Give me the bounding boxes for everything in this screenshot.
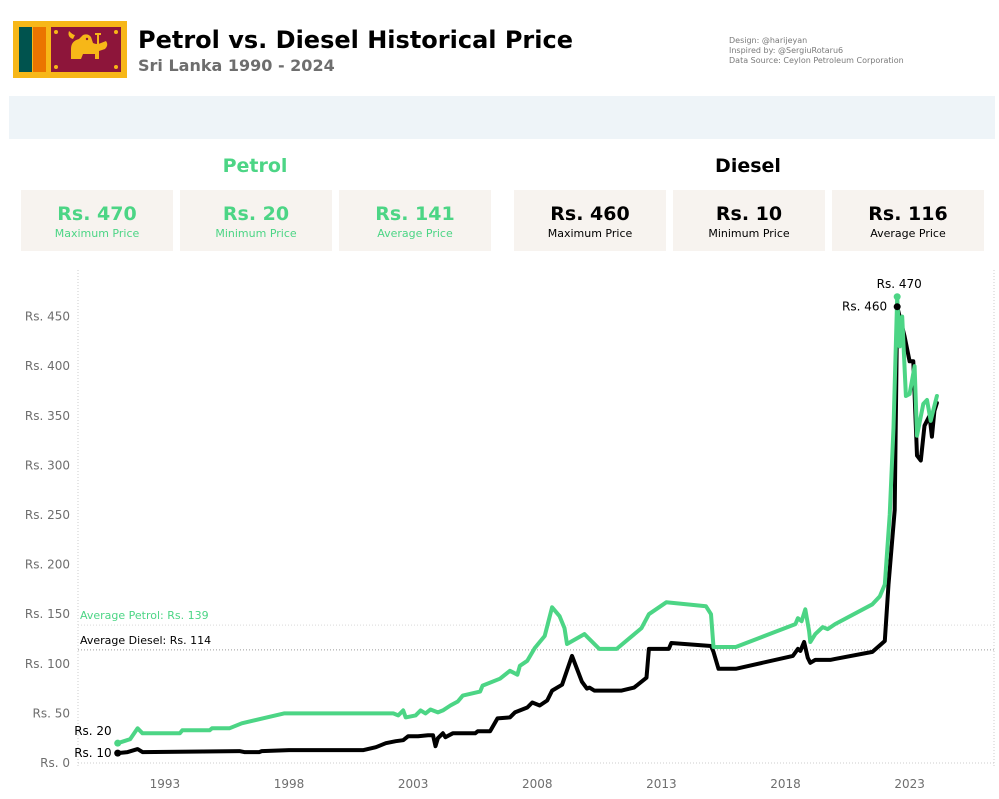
y-tick-label: Rs. 200 — [25, 558, 70, 572]
diesel-series-line — [115, 304, 939, 756]
petrol-max-value: Rs. 470 — [57, 203, 137, 225]
petrol-average-label: Average Petrol: Rs. 139 — [80, 609, 209, 622]
diesel-min-value: Rs. 10 — [715, 203, 783, 225]
petrol-min-card: Rs. 20 Minimum Price — [180, 190, 332, 251]
diesel-min-label: Minimum Price — [708, 227, 790, 240]
petrol-max-label: Maximum Price — [54, 227, 140, 240]
y-tick-label: Rs. 350 — [25, 409, 70, 423]
chart-subtitle: Sri Lanka 1990 - 2024 — [138, 56, 335, 75]
petrol-extreme-marker — [893, 293, 901, 301]
x-tick-label: 2023 — [894, 777, 925, 791]
x-tick-label: 1993 — [150, 777, 181, 791]
x-tick-label: 2008 — [522, 777, 553, 791]
diesel-avg-card: Rs. 116 Average Price — [832, 190, 984, 251]
chart-title: Petrol vs. Diesel Historical Price — [138, 26, 573, 54]
y-tick-label: Rs. 300 — [25, 458, 70, 472]
sri-lanka-flag-icon — [13, 21, 127, 78]
credit-design: Design: @harijeyan — [729, 36, 808, 45]
credits: Design: @harijeyan Inspired by: @SergiuR… — [729, 36, 904, 66]
y-tick-label: Rs. 250 — [25, 508, 70, 522]
petrol-avg-value: Rs. 141 — [375, 203, 455, 225]
diesel-extreme-label: Rs. 10 — [74, 746, 112, 760]
petrol-heading: Petrol — [222, 155, 288, 177]
diesel-max-label: Maximum Price — [547, 227, 633, 240]
credit-source: Data Source: Ceylon Petroleum Corporatio… — [729, 56, 904, 65]
y-tick-label: Rs. 0 — [40, 756, 70, 770]
diesel-max-value: Rs. 460 — [550, 203, 630, 225]
diesel-max-card: Rs. 460 Maximum Price — [514, 190, 666, 251]
petrol-min-value: Rs. 20 — [222, 203, 290, 225]
petrol-avg-card: Rs. 141 Average Price — [339, 190, 491, 251]
x-tick-label: 2003 — [398, 777, 429, 791]
credit-inspired: Inspired by: @SergiuRotaru6 — [729, 46, 844, 55]
diesel-extreme-marker — [114, 749, 122, 757]
y-tick-label: Rs. 400 — [25, 359, 70, 373]
petrol-avg-label: Average Price — [377, 227, 453, 240]
y-tick-label: Rs. 50 — [33, 706, 71, 720]
petrol-extreme-label: Rs. 20 — [74, 724, 112, 738]
diesel-heading: Diesel — [715, 155, 781, 177]
diesel-average-label: Average Diesel: Rs. 114 — [80, 634, 211, 647]
petrol-series-line — [115, 294, 939, 746]
x-tick-label: 1998 — [274, 777, 305, 791]
diesel-extreme-marker — [893, 303, 901, 311]
x-tick-label: 2018 — [770, 777, 801, 791]
y-tick-label: Rs. 150 — [25, 607, 70, 621]
petrol-extreme-marker — [114, 739, 122, 747]
y-tick-label: Rs. 100 — [25, 657, 70, 671]
price-line-chart: Rs. 0 Rs. 50 Rs. 100 Rs. 150 Rs. 200 Rs. 250 R… — [25, 270, 995, 791]
diesel-min-card: Rs. 10 Minimum Price — [673, 190, 825, 251]
petrol-extreme-label: Rs. 470 — [877, 277, 922, 291]
y-tick-label: Rs. 450 — [25, 310, 70, 324]
diesel-avg-label: Average Price — [870, 227, 946, 240]
petrol-max-card: Rs. 470 Maximum Price — [21, 190, 173, 251]
petrol-min-label: Minimum Price — [215, 227, 297, 240]
x-tick-label: 2013 — [646, 777, 677, 791]
diesel-avg-value: Rs. 116 — [868, 203, 948, 225]
header-band — [9, 96, 995, 139]
diesel-extreme-label: Rs. 460 — [842, 300, 887, 314]
